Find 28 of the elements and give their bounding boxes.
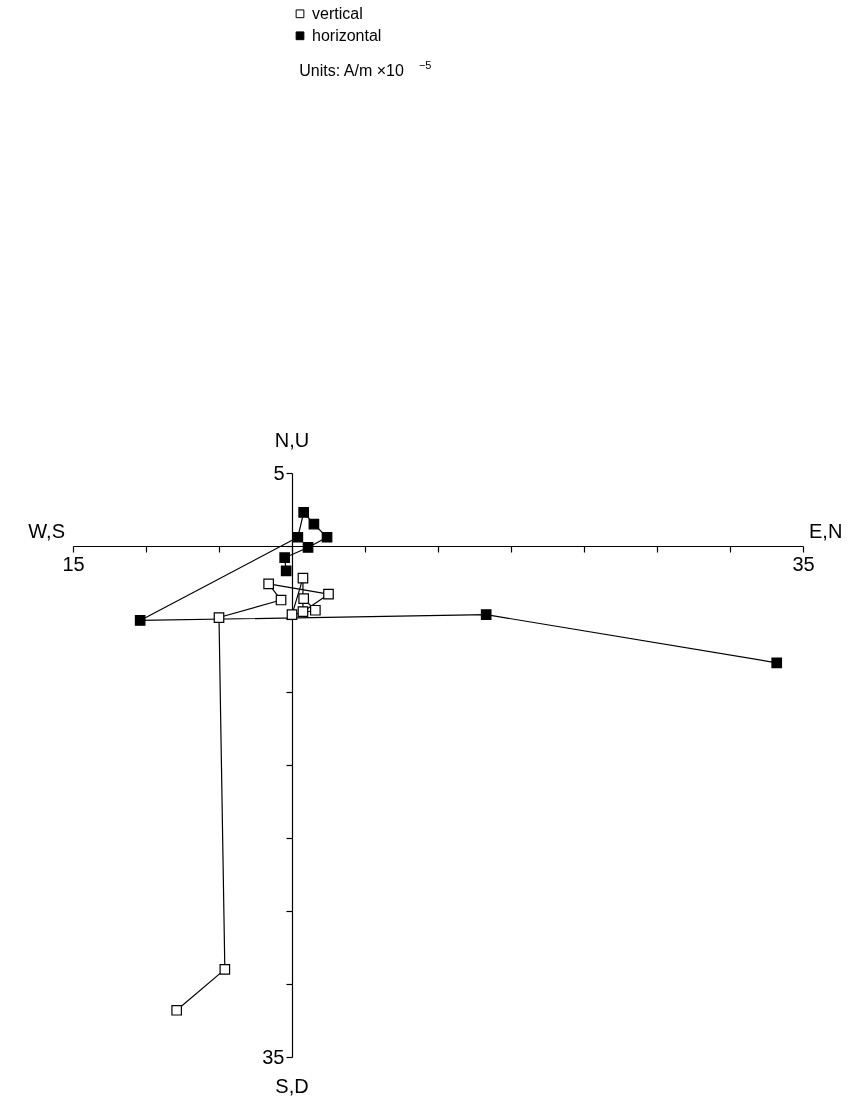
text: Units: A/m ×10−5: [299, 58, 432, 79]
text: E,N: [809, 520, 843, 542]
point: [480, 609, 492, 620]
point: [321, 531, 333, 543]
text: S,D: [275, 1075, 309, 1097]
point: [298, 507, 310, 518]
point: [298, 593, 310, 604]
point: [171, 1004, 182, 1016]
point: [297, 572, 309, 584]
x-tick-label: 15: [62, 552, 85, 575]
point: [279, 552, 291, 564]
point: [280, 565, 292, 577]
point: [302, 542, 314, 553]
legend-label: vertical: [312, 4, 363, 22]
point: [310, 604, 321, 616]
point: [263, 578, 274, 590]
text: W,S: [28, 520, 65, 542]
text: N,U: [274, 429, 310, 451]
point: [771, 657, 783, 669]
point: [286, 609, 298, 620]
point: [134, 615, 146, 626]
point: [297, 606, 309, 618]
y-tick-label: 5: [273, 461, 285, 484]
legend-label: horizontal: [312, 26, 382, 44]
point: [323, 588, 334, 600]
point: [219, 964, 231, 975]
point: [213, 612, 225, 623]
point: [292, 531, 304, 543]
